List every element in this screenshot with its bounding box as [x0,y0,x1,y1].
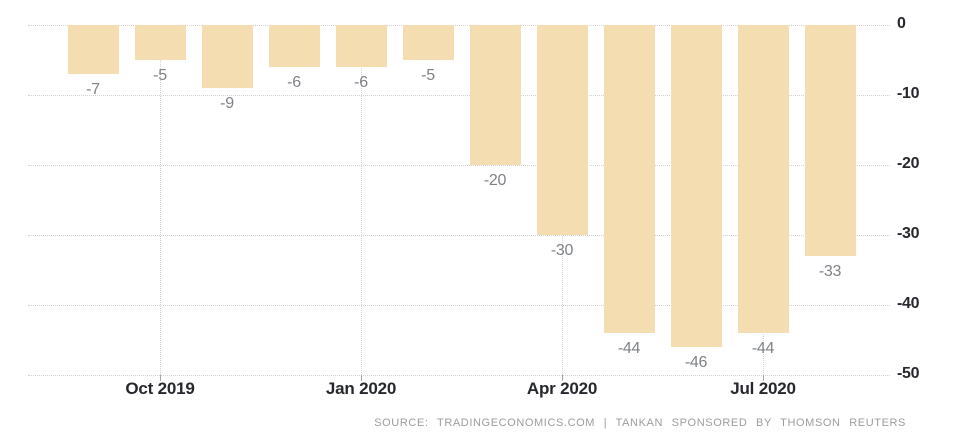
bar-value-label: -5 [421,67,435,84]
source-attribution: SOURCE: TRADINGECONOMICS.COM | TANKAN SP… [374,417,906,429]
h-gridline [28,95,890,96]
bar[interactable] [804,25,856,256]
bar-value-label: -30 [550,242,574,259]
bar[interactable] [67,25,119,74]
h-gridline [28,375,890,376]
bar-value-label: -6 [354,74,368,91]
x-tick-label: Apr 2020 [526,379,598,398]
bar[interactable] [402,25,454,60]
y-tick-label: -20 [897,155,920,172]
bar-value-label: -44 [751,340,775,357]
h-gridline [28,305,890,306]
h-gridline [28,165,890,166]
bar[interactable] [670,25,722,347]
bar-value-label: -46 [684,354,708,371]
h-gridline [28,235,890,236]
bar-value-label: -7 [86,81,100,98]
y-tick-label: -30 [897,225,920,242]
y-tick-label: -50 [897,365,920,382]
bar[interactable] [335,25,387,67]
plot-area: -7 -5 -9 -6 -6 -5 -20 -30 -44 -46 -44 -33 [28,25,890,376]
bar-value-label: -44 [617,340,641,357]
bar-value-label: -6 [287,74,301,91]
bar-value-label: -9 [220,95,234,112]
bar[interactable] [536,25,588,235]
x-axis: Oct 2019 Jan 2020 Apr 2020 Jul 2020 [28,377,890,399]
y-tick-label: 0 [897,15,906,32]
bar[interactable] [268,25,320,67]
bar[interactable] [134,25,186,60]
bar-value-label: -33 [818,263,842,280]
x-tick-mark [562,375,563,381]
y-axis: 0 -10 -20 -30 -40 -50 [897,15,957,382]
bar-value-label: -20 [483,172,507,189]
v-gridline [160,25,161,375]
y-tick-label: -10 [897,85,920,102]
x-tick-mark [361,375,362,381]
x-tick-label: Oct 2019 [125,379,195,398]
bar[interactable] [469,25,521,165]
bar-value-label: -5 [153,67,167,84]
x-tick-label: Jul 2020 [730,379,796,398]
y-tick-label: -40 [897,295,920,312]
h-gridline [28,25,890,26]
bar[interactable] [603,25,655,333]
bar[interactable] [737,25,789,333]
x-tick-mark [160,375,161,381]
x-tick-label: Jan 2020 [325,379,397,398]
x-tick-mark [763,375,764,381]
v-gridline [361,25,362,375]
bar[interactable] [201,25,253,88]
